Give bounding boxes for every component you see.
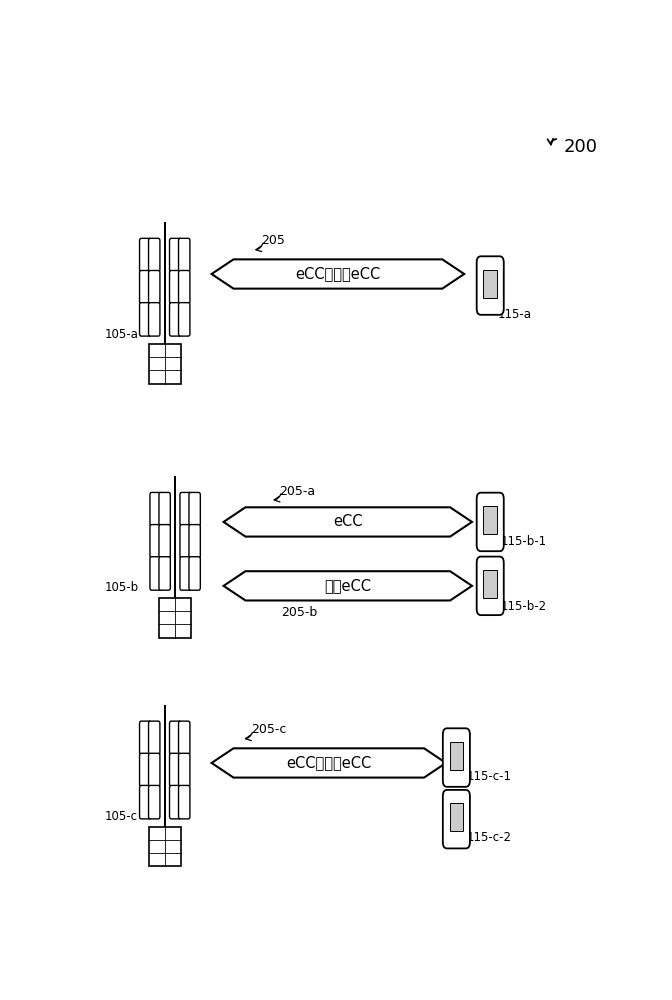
FancyBboxPatch shape — [140, 785, 151, 819]
FancyBboxPatch shape — [159, 525, 170, 558]
Bar — [483, 270, 497, 298]
Bar — [174, 476, 176, 598]
Text: 105-a: 105-a — [105, 328, 138, 341]
FancyBboxPatch shape — [140, 753, 151, 787]
FancyBboxPatch shape — [476, 557, 504, 615]
FancyBboxPatch shape — [476, 493, 504, 551]
Bar — [483, 570, 497, 598]
Text: 205-c: 205-c — [251, 723, 286, 736]
FancyBboxPatch shape — [169, 721, 181, 755]
FancyBboxPatch shape — [140, 238, 151, 272]
Text: eCC: eCC — [333, 514, 362, 529]
FancyBboxPatch shape — [150, 557, 161, 590]
Text: 115-a: 115-a — [498, 308, 532, 321]
FancyBboxPatch shape — [476, 256, 504, 315]
FancyBboxPatch shape — [149, 238, 160, 272]
Polygon shape — [224, 571, 472, 600]
Polygon shape — [224, 507, 472, 537]
FancyBboxPatch shape — [179, 303, 190, 336]
Text: 205-a: 205-a — [280, 485, 315, 498]
Bar — [149, 827, 181, 866]
Bar — [450, 742, 463, 770]
FancyBboxPatch shape — [180, 525, 192, 558]
FancyBboxPatch shape — [179, 753, 190, 787]
FancyBboxPatch shape — [180, 557, 192, 590]
FancyBboxPatch shape — [169, 753, 181, 787]
FancyBboxPatch shape — [149, 753, 160, 787]
Polygon shape — [212, 259, 464, 289]
FancyBboxPatch shape — [189, 525, 200, 558]
FancyBboxPatch shape — [150, 492, 161, 526]
FancyBboxPatch shape — [189, 557, 200, 590]
FancyBboxPatch shape — [189, 492, 200, 526]
FancyBboxPatch shape — [140, 270, 151, 304]
Text: 200: 200 — [563, 138, 597, 156]
Text: 115-c-2: 115-c-2 — [467, 831, 512, 844]
FancyBboxPatch shape — [169, 270, 181, 304]
Polygon shape — [212, 748, 446, 778]
Bar — [483, 506, 497, 534]
FancyBboxPatch shape — [140, 721, 151, 755]
Text: 115-b-2: 115-b-2 — [501, 600, 547, 613]
FancyBboxPatch shape — [140, 303, 151, 336]
FancyBboxPatch shape — [150, 525, 161, 558]
Text: 诸非eCC: 诸非eCC — [325, 578, 372, 593]
Text: 105-c: 105-c — [105, 810, 138, 823]
FancyBboxPatch shape — [179, 785, 190, 819]
Text: eCC和诸非eCC: eCC和诸非eCC — [286, 755, 372, 770]
FancyBboxPatch shape — [159, 557, 170, 590]
FancyBboxPatch shape — [443, 790, 470, 848]
FancyBboxPatch shape — [149, 785, 160, 819]
Bar — [164, 705, 165, 827]
FancyBboxPatch shape — [443, 728, 470, 787]
Text: 115-c-1: 115-c-1 — [467, 770, 512, 783]
FancyBboxPatch shape — [179, 721, 190, 755]
FancyBboxPatch shape — [169, 785, 181, 819]
Bar — [159, 598, 191, 638]
Bar — [164, 222, 165, 344]
FancyBboxPatch shape — [149, 721, 160, 755]
FancyBboxPatch shape — [149, 303, 160, 336]
Bar — [149, 344, 181, 384]
Text: 205-b: 205-b — [281, 606, 317, 619]
Text: 205: 205 — [261, 234, 285, 247]
FancyBboxPatch shape — [159, 492, 170, 526]
Text: 105-b: 105-b — [105, 581, 139, 594]
Bar — [450, 803, 463, 831]
FancyBboxPatch shape — [179, 270, 190, 304]
Text: eCC或诸非eCC: eCC或诸非eCC — [295, 266, 380, 282]
FancyBboxPatch shape — [169, 238, 181, 272]
FancyBboxPatch shape — [169, 303, 181, 336]
Text: 115-b-1: 115-b-1 — [501, 535, 547, 548]
FancyBboxPatch shape — [149, 270, 160, 304]
FancyBboxPatch shape — [179, 238, 190, 272]
FancyBboxPatch shape — [180, 492, 192, 526]
